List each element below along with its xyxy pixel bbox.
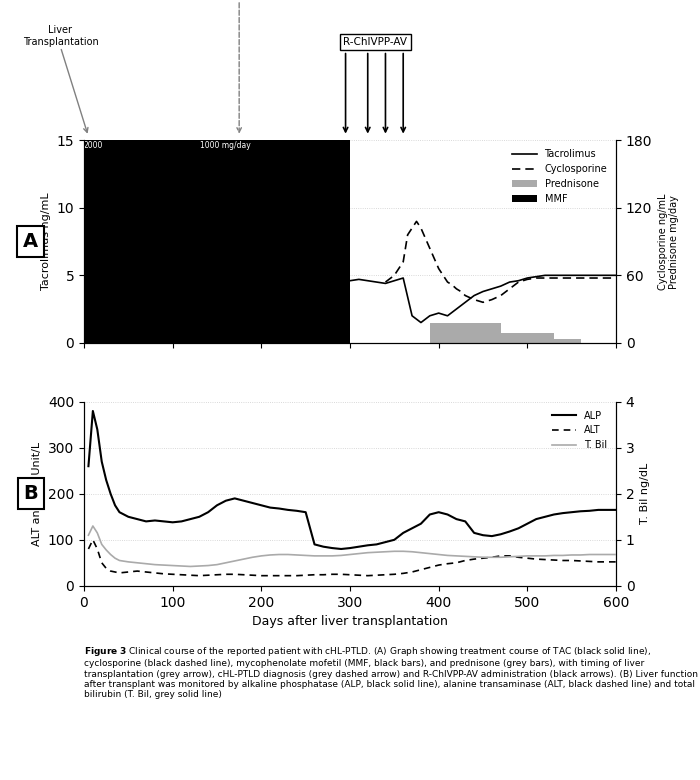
Text: 1000 mg/day: 1000 mg/day [200, 140, 251, 150]
Bar [102, 140, 350, 150]
Text: $\bf{Figure\ 3}$ Clinical course of the reported patient with cHL-PTLD. (A) Grap: $\bf{Figure\ 3}$ Clinical course of the … [84, 645, 698, 700]
Bar [84, 140, 102, 150]
Bar [173, 336, 200, 342]
Text: A: A [23, 232, 38, 251]
Y-axis label: ALT and ALP Unit/L: ALT and ALP Unit/L [32, 441, 42, 546]
Legend: ALP, ALT, T. Bil: ALP, ALT, T. Bil [548, 406, 611, 454]
Bar [554, 339, 580, 342]
Y-axis label: T. Bil ng/dL: T. Bil ng/dL [640, 463, 650, 524]
Y-axis label: Tacrolimus ng/mL: Tacrolimus ng/mL [41, 193, 51, 290]
Text: 2000: 2000 [83, 140, 103, 150]
Text: Liver
Transplantation: Liver Transplantation [22, 25, 98, 47]
Bar [84, 140, 102, 342]
Bar [500, 333, 554, 342]
Bar [234, 303, 350, 342]
Bar [137, 323, 173, 342]
Y-axis label: Cyclosporine ng/mL
Prednisone mg/day: Cyclosporine ng/mL Prednisone mg/day [658, 193, 680, 290]
Bar [102, 140, 350, 342]
X-axis label: Days after liver transplantation: Days after liver transplantation [252, 615, 448, 628]
Text: B: B [23, 484, 38, 503]
Legend: Tacrolimus, Cyclosporine, Prednisone, MMF: Tacrolimus, Cyclosporine, Prednisone, MM… [508, 145, 611, 207]
Bar [84, 282, 137, 342]
Bar [430, 323, 500, 342]
Text: R-ChIVPP-AV: R-ChIVPP-AV [344, 37, 407, 47]
